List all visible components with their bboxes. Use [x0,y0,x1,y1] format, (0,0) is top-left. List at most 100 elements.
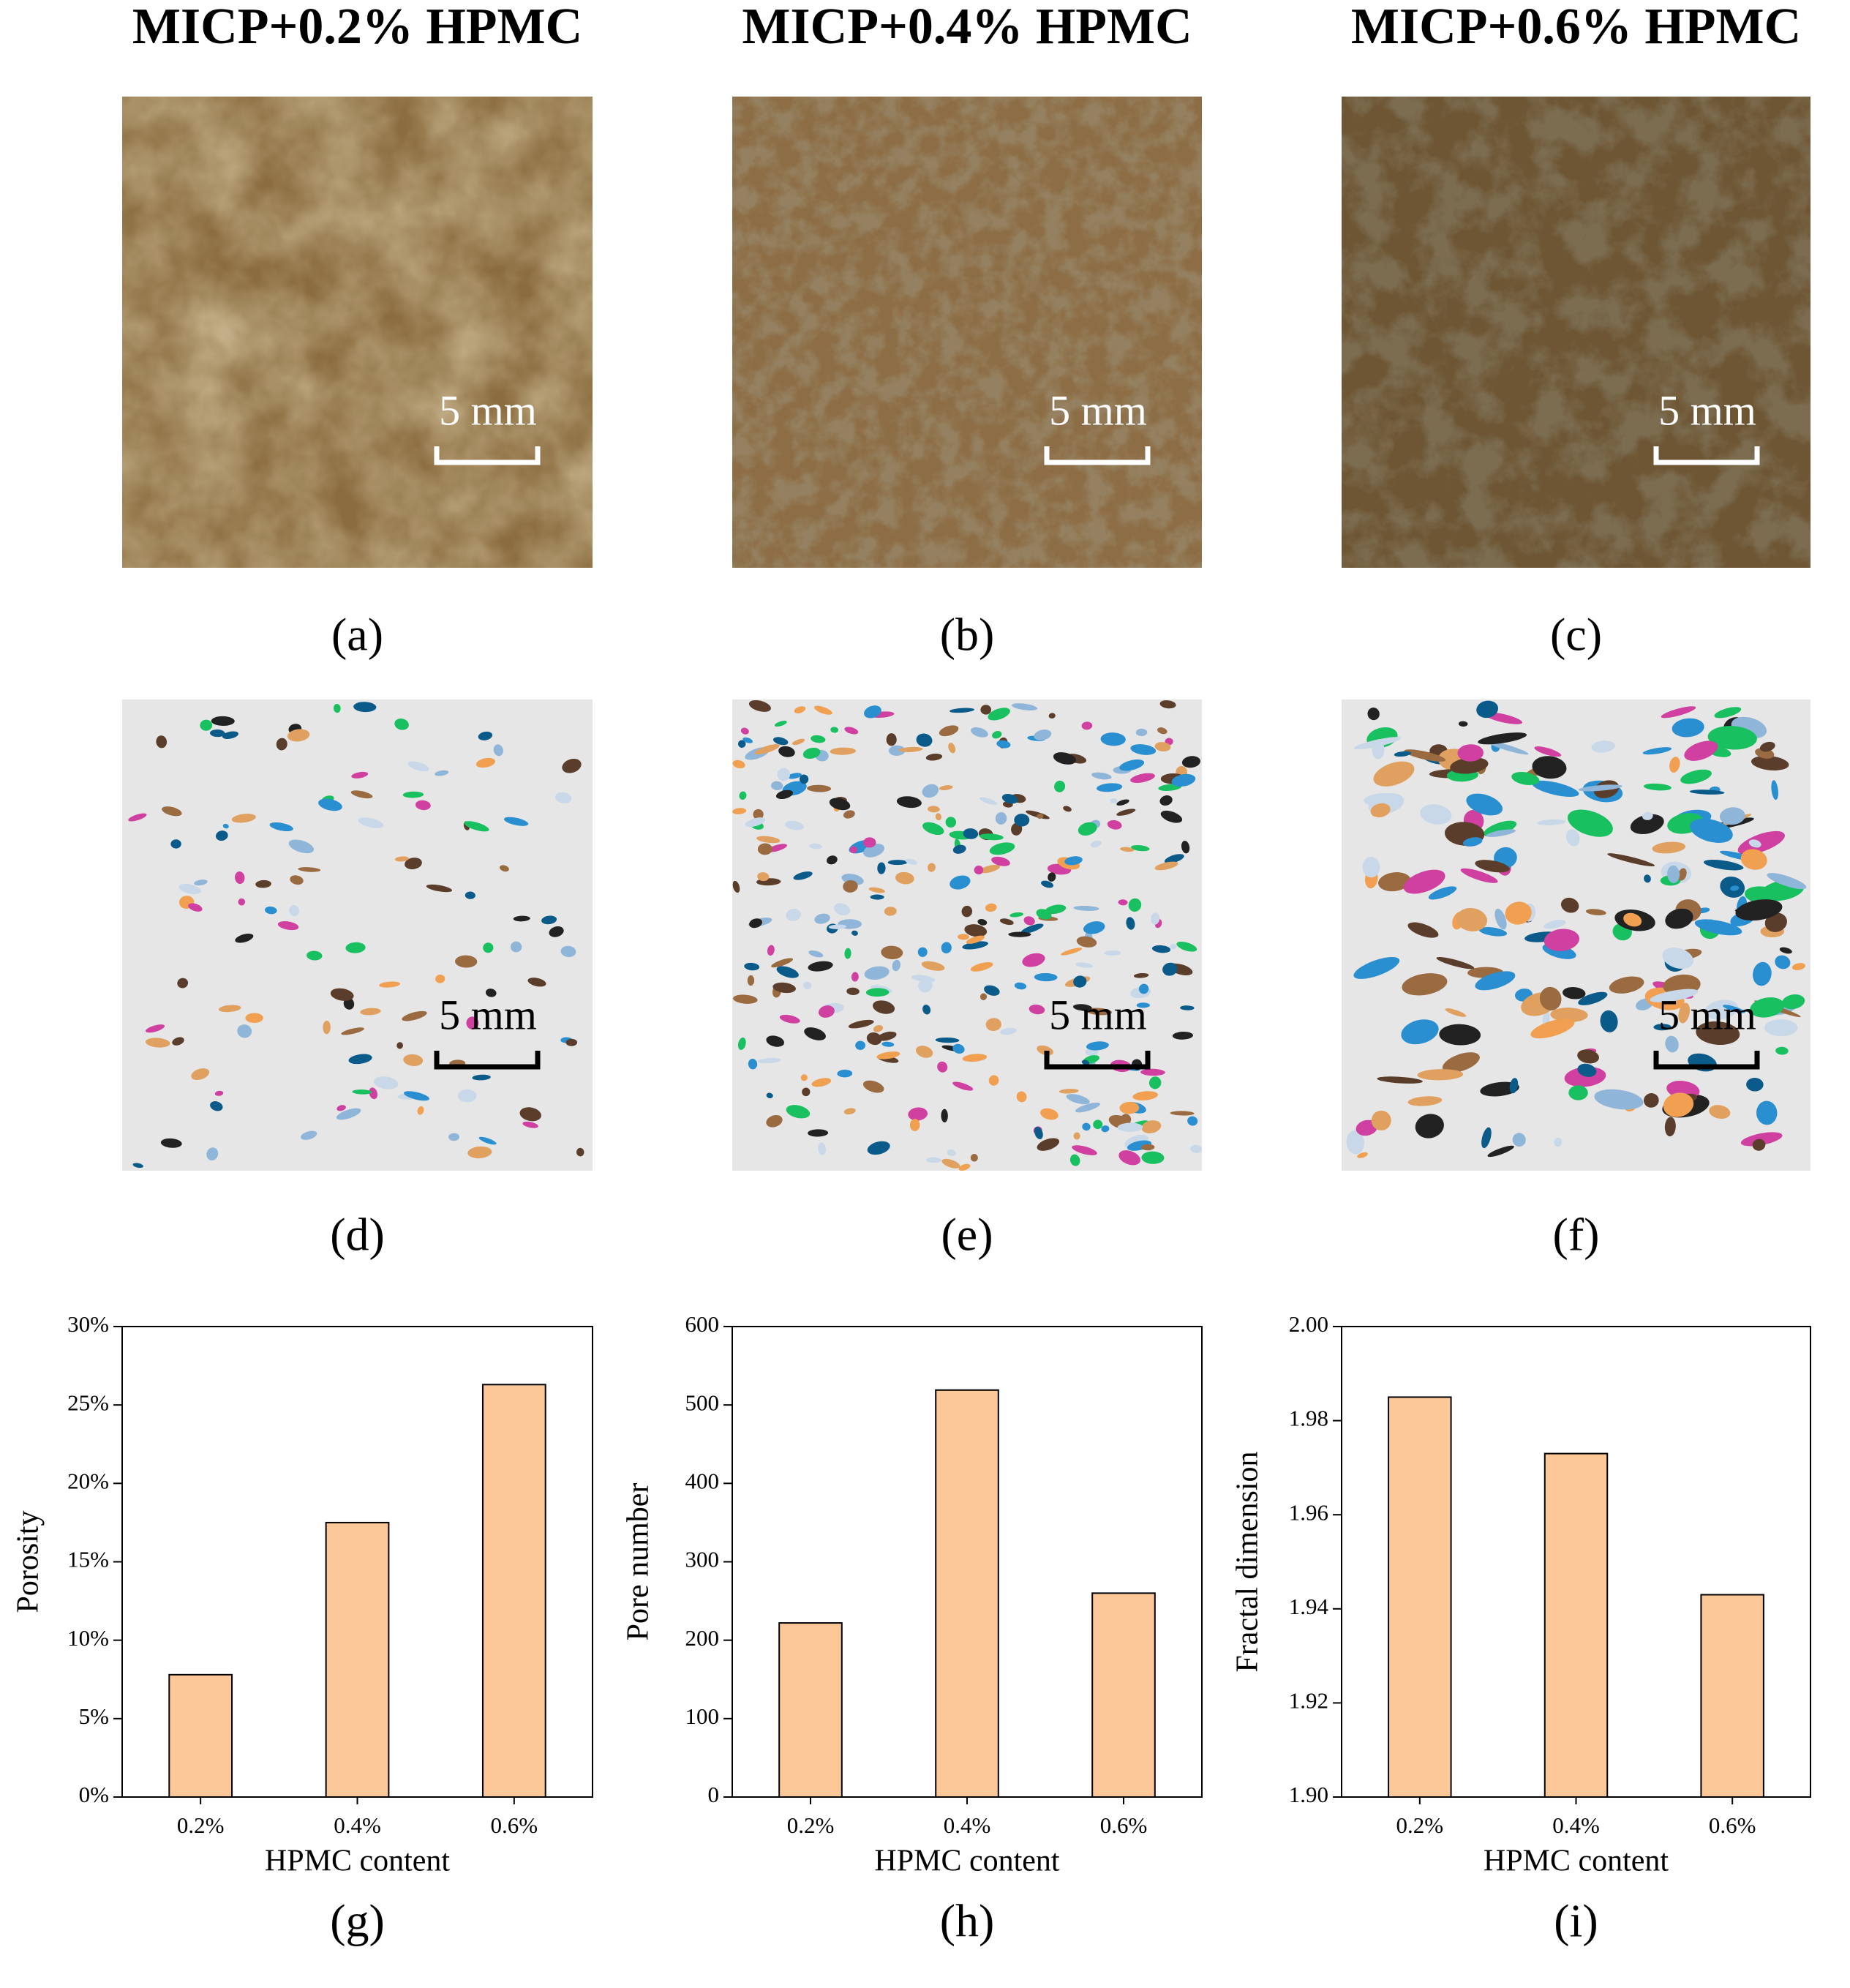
pore [985,903,997,912]
pore [353,702,377,713]
pore [330,988,354,1001]
pore [1439,1024,1481,1046]
pore [846,987,860,995]
pore [922,784,939,798]
panel-label: (a) [331,609,383,661]
pore [1661,706,1696,719]
bar [935,1389,999,1798]
pore [814,913,830,924]
pore [352,1089,372,1095]
scale-bar-label: 5 mm [1658,386,1756,434]
pore [802,747,821,759]
pore [808,961,833,972]
pore [1037,1138,1060,1151]
scale-bar [434,1051,541,1070]
pore [576,1147,584,1157]
pore [394,719,409,730]
pore [1730,885,1740,891]
y-tick-label: 5% [79,1703,109,1729]
pore [935,813,941,821]
y-tick-label: 0% [79,1782,109,1807]
y-tick-label: 100 [685,1703,720,1729]
photo-texture [732,97,1202,568]
plot-frame [1341,1326,1811,1798]
scale-bar-label: 5 mm [1658,991,1756,1038]
pore [1672,718,1704,738]
panel-label: (c) [1550,609,1602,661]
pore [323,1020,331,1035]
pore [1136,1002,1150,1008]
pore [483,942,494,953]
panel-label: (d) [330,1209,385,1261]
pore [876,1051,900,1059]
pore [289,905,299,917]
pore-map [122,699,593,1171]
y-axis-label: Pore number [622,1483,655,1641]
pore [417,1106,424,1115]
pore [1162,962,1178,976]
pore [1138,983,1149,994]
pore [881,945,903,959]
pore [1009,912,1023,918]
pore [351,771,369,779]
pore [1373,761,1415,787]
scale-bar [1653,1051,1760,1070]
pore [813,705,832,715]
pore [1190,1144,1202,1153]
pore [222,823,229,829]
pore [1403,869,1445,894]
pore [1160,810,1183,823]
pore [554,792,572,803]
pore [787,773,802,779]
pore [1130,773,1155,783]
pore [1543,920,1566,929]
pore [1132,1091,1158,1100]
pore [945,817,957,828]
pore [818,1142,826,1155]
pore [988,1075,999,1086]
panel-label: (h) [940,1895,995,1947]
pore [448,1133,459,1141]
pore [565,1038,578,1046]
bar [1700,1594,1764,1798]
pore [921,961,945,971]
pore [979,833,1004,841]
pore [745,817,766,828]
pore [277,921,299,931]
pore [916,1046,933,1058]
pore [862,1080,884,1093]
pore [1442,1052,1480,1073]
pore [1141,1120,1162,1133]
pore [737,1037,746,1050]
pore [1759,741,1775,752]
pore [1141,1151,1165,1164]
pore [1100,732,1126,746]
x-tick-label: 0.2% [1396,1812,1444,1838]
pore [793,871,813,880]
pore [1450,757,1489,774]
pore [1704,999,1739,1020]
pore [160,1138,182,1148]
x-tick-label: 0.2% [787,1812,835,1838]
pore [732,880,740,893]
pore [855,1040,866,1051]
pore [1775,1046,1789,1055]
pore [1532,756,1567,779]
pore [1073,905,1099,911]
pore [866,1032,882,1046]
pore [980,705,992,715]
pore [1407,1096,1443,1106]
pore [757,872,770,882]
pore [918,978,933,993]
pore [808,1129,829,1137]
pore [948,743,956,754]
pore [1170,943,1177,950]
pore [971,727,988,738]
pore [1072,1004,1092,1011]
pore [1394,751,1412,757]
y-tick-label: 500 [685,1389,720,1415]
pore [771,781,783,791]
pore [177,978,189,989]
pore [947,1149,956,1157]
pore [950,708,975,713]
